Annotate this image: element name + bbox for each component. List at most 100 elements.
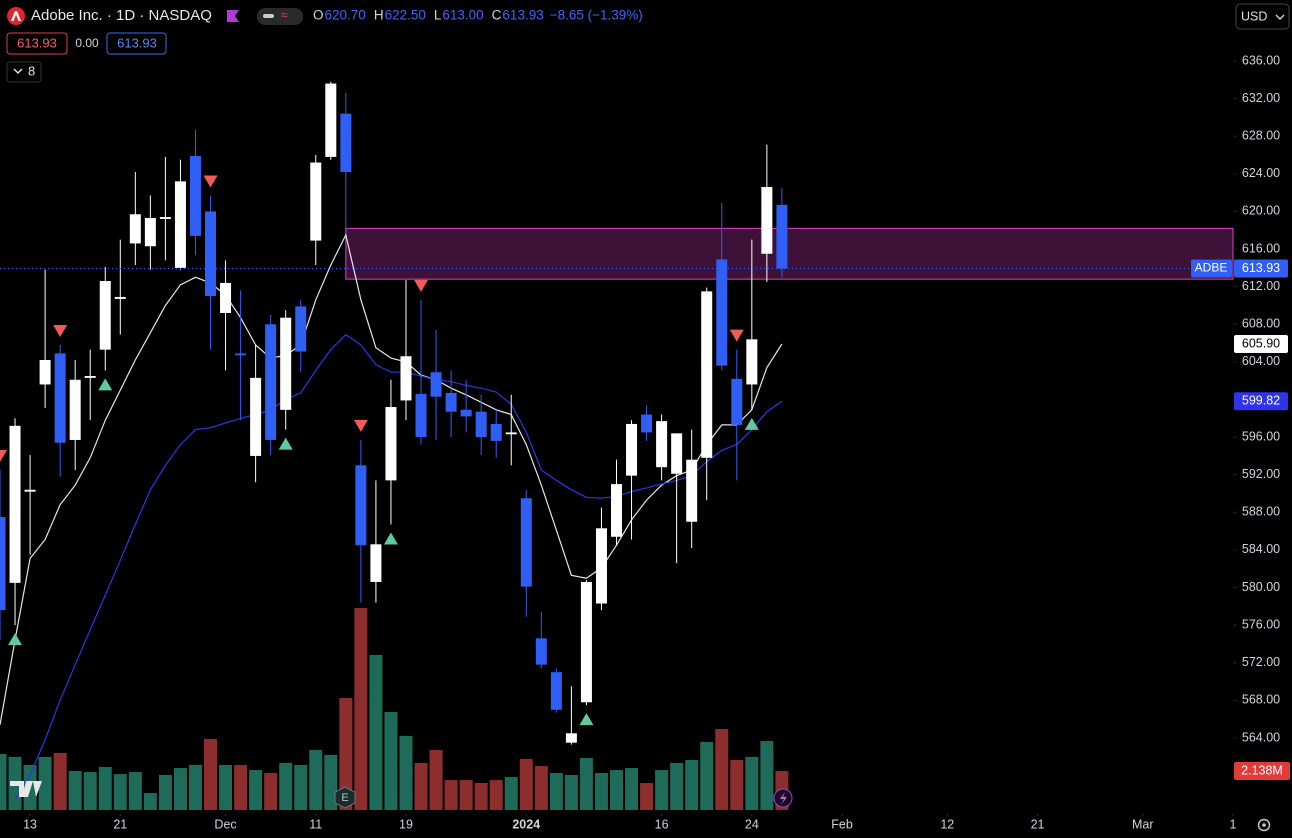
currency-select[interactable]	[1235, 3, 1290, 30]
volume-bar	[655, 770, 669, 810]
candle-body	[475, 411, 487, 438]
change: −8.65 (−1.39%)	[550, 8, 643, 23]
volume-bar	[384, 712, 398, 810]
volume-bar	[610, 770, 623, 810]
settings[interactable]	[1257, 818, 1271, 832]
x-tick-label: Dec	[214, 817, 236, 831]
candle-body	[159, 217, 171, 219]
x-tick-label: 21	[113, 817, 127, 831]
volume-bar	[0, 753, 7, 810]
candle-body	[24, 489, 36, 492]
ma-label: 605.90	[1242, 336, 1280, 350]
footer: E	[10, 781, 1271, 832]
candle-body	[385, 407, 397, 481]
volume-bar	[128, 772, 142, 810]
volume-bar	[534, 766, 548, 810]
volume-bar	[369, 654, 383, 810]
volume-bar	[715, 728, 729, 810]
candle-body	[295, 306, 307, 352]
ohlc-key: O	[313, 8, 324, 23]
volume-bar	[504, 776, 518, 810]
price-box	[1234, 259, 1288, 278]
candle-body	[716, 259, 728, 366]
volume-bar	[38, 756, 52, 810]
candle-body	[490, 423, 502, 441]
buy-signal	[579, 713, 594, 726]
candle-body	[250, 377, 262, 456]
candle-body	[460, 409, 472, 417]
ask-box[interactable]	[106, 32, 167, 55]
candle-body	[9, 425, 21, 583]
volume-bar	[519, 758, 533, 810]
volume-bar	[700, 741, 714, 810]
volume-bar	[309, 749, 323, 810]
candle-body	[535, 638, 547, 665]
earnings-icon[interactable]	[334, 786, 356, 809]
x-tick-label: Feb	[831, 817, 853, 831]
candle-body	[325, 83, 337, 157]
volume-bar	[625, 768, 639, 810]
candle-body	[39, 360, 51, 385]
volume-bar	[173, 768, 187, 810]
toggle[interactable]	[257, 8, 303, 25]
y-tick-label: 632.00	[1242, 91, 1280, 105]
flag[interactable]	[227, 10, 239, 22]
candle-body	[280, 317, 292, 410]
candle-body	[84, 375, 96, 378]
volume-label: 2.138M	[1241, 763, 1283, 777]
volume-bar	[158, 774, 172, 810]
indicator-toggle[interactable]	[6, 61, 42, 83]
candle-body	[565, 733, 577, 743]
volume-bar	[234, 764, 248, 810]
brand-logo[interactable]	[10, 781, 42, 797]
ohlc-value: 613.93	[502, 8, 543, 23]
x-tick-label: 16	[655, 817, 669, 831]
sell-signal	[53, 324, 68, 337]
volume-bar	[219, 764, 233, 810]
volume-bar	[399, 735, 413, 810]
event-bolt	[780, 792, 787, 805]
zone	[345, 227, 1234, 280]
y-tick-label: 564.00	[1242, 730, 1280, 744]
volume-bar	[459, 780, 473, 810]
candle-body	[505, 432, 517, 435]
volume-bar	[83, 772, 97, 810]
ohlc-value: 622.50	[385, 8, 426, 23]
candle-body	[189, 155, 201, 236]
candle-body	[430, 372, 442, 397]
y-tick-label: 628.00	[1242, 129, 1280, 143]
ohlc-key: H	[374, 8, 384, 23]
candle-body	[580, 581, 592, 703]
candle-body	[595, 528, 607, 604]
candle-body	[0, 517, 6, 611]
x-tick-label: 13	[23, 817, 37, 831]
volume-bar	[414, 762, 428, 810]
y-tick-label: 616.00	[1242, 241, 1280, 255]
candle-body	[144, 218, 156, 247]
volume-bar	[279, 762, 293, 810]
bid-box[interactable]	[6, 32, 68, 55]
volume-bar	[113, 774, 127, 810]
volume-bar	[98, 766, 112, 810]
candle-body	[54, 353, 66, 443]
candle-body	[656, 421, 668, 468]
y-tick-label: 580.00	[1242, 580, 1280, 594]
y-tick-label: 636.00	[1242, 53, 1280, 67]
symbol[interactable]: Adobe Inc. · 1D · NASDAQ	[31, 7, 212, 24]
currency-chevron	[1275, 14, 1285, 20]
ohlc-key: L	[434, 8, 442, 23]
toggle-dot	[263, 14, 274, 18]
candle-body	[686, 459, 698, 522]
last-price: 613.93	[1242, 261, 1280, 275]
candle-body	[99, 281, 111, 350]
volume-bar	[429, 749, 443, 810]
settings-dot	[1262, 823, 1266, 827]
buy-signal	[383, 532, 398, 545]
volume-bar	[640, 782, 654, 810]
candle-body	[310, 162, 322, 241]
candle-body	[114, 297, 126, 299]
volume-bar	[594, 772, 608, 810]
volume-bar	[249, 770, 263, 810]
x-tick-label: 11	[309, 817, 322, 831]
